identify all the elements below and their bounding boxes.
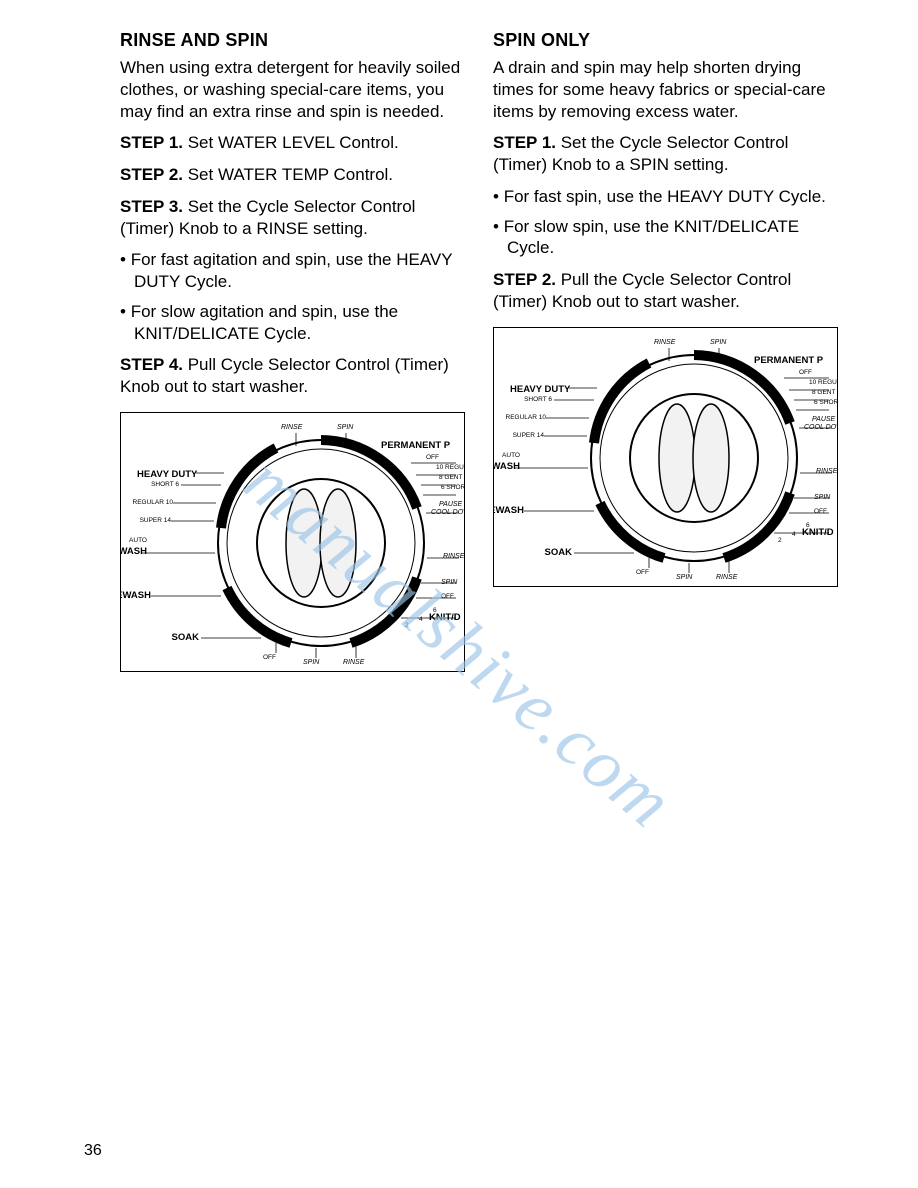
r-step2-label: STEP 2. bbox=[493, 270, 556, 289]
dial-heavy-duty: HEAVY DUTY bbox=[137, 470, 197, 480]
dial2-regular10: REGULAR 10 bbox=[502, 415, 546, 422]
dial2-n2: 2 bbox=[778, 538, 782, 545]
left-step4: STEP 4. Pull Cycle Selector Control (Tim… bbox=[120, 354, 465, 398]
dial-spin-r: SPIN bbox=[441, 579, 457, 586]
dial2-prewash: PREWASH bbox=[493, 462, 520, 472]
dial2-spin-top: SPIN bbox=[710, 339, 726, 346]
dial-off-tr: OFF bbox=[426, 455, 439, 462]
left-bullet-1: For fast agitation and spin, use the HEA… bbox=[120, 249, 465, 293]
right-dial-diagram: HEAVY DUTY SHORT 6 REGULAR 10 SUPER 14 A… bbox=[493, 327, 838, 587]
dial2-short6: SHORT 6 bbox=[516, 397, 552, 404]
dial2-rinse-b: RINSE bbox=[716, 574, 737, 581]
dial-short6: SHORT 6 bbox=[143, 482, 179, 489]
dial-soak: SOAK bbox=[165, 633, 199, 643]
dial2-n4: 4 bbox=[792, 532, 796, 539]
left-intro: When using extra detergent for heavily s… bbox=[120, 57, 465, 122]
r-step1-label: STEP 1. bbox=[493, 133, 556, 152]
dial2-10reg: 10 REGU bbox=[809, 380, 837, 387]
right-step2: STEP 2. Pull the Cycle Selector Control … bbox=[493, 269, 838, 313]
dial2-super14: SUPER 14 bbox=[508, 433, 544, 440]
dial2-prewash2: PREWASH bbox=[493, 506, 524, 516]
dial2-cooldown: COOL DOWN bbox=[804, 424, 838, 431]
left-step3: STEP 3. Set the Cycle Selector Control (… bbox=[120, 196, 465, 240]
step4-label: STEP 4. bbox=[120, 355, 183, 374]
dial-rinse-top: RINSE bbox=[281, 424, 302, 431]
right-heading: SPIN ONLY bbox=[493, 30, 838, 51]
step1-text: Set WATER LEVEL Control. bbox=[183, 133, 399, 152]
right-bullet-2: For slow spin, use the KNIT/DELICATE Cyc… bbox=[493, 216, 838, 260]
dial2-rinse-top: RINSE bbox=[654, 339, 675, 346]
dial-n4: 4 bbox=[419, 617, 423, 624]
dial-prewash: PREWASH bbox=[120, 547, 147, 557]
dial2-6shor: 6 SHOR bbox=[814, 400, 838, 407]
dial-6shor: 6 SHOR bbox=[441, 485, 465, 492]
right-column: SPIN ONLY A drain and spin may help shor… bbox=[493, 30, 838, 672]
dial-off-b: OFF bbox=[263, 655, 276, 662]
dial2-off-b: OFF bbox=[636, 570, 649, 577]
dial-pause: PAUSE bbox=[439, 501, 462, 508]
dial-spin-top: SPIN bbox=[337, 424, 353, 431]
right-intro: A drain and spin may help shorten drying… bbox=[493, 57, 838, 122]
dial-n2: 2 bbox=[405, 623, 409, 630]
dial2-off-r: OFF bbox=[814, 509, 827, 516]
left-dial-diagram: HEAVY DUTY SHORT 6 REGULAR 10 SUPER 14 A… bbox=[120, 412, 465, 672]
right-bullet-1: For fast spin, use the HEAVY DUTY Cycle. bbox=[493, 186, 838, 208]
dial-off-r: OFF bbox=[441, 594, 454, 601]
dial-cooldown: COOL DOWN bbox=[431, 509, 465, 516]
dial-rinse-b: RINSE bbox=[343, 659, 364, 666]
page-number: 36 bbox=[84, 1142, 102, 1160]
left-bullets: For fast agitation and spin, use the HEA… bbox=[120, 249, 465, 344]
dial-permanent: PERMANENT P bbox=[381, 441, 450, 451]
step2-label: STEP 2. bbox=[120, 165, 183, 184]
right-bullets: For fast spin, use the HEAVY DUTY Cycle.… bbox=[493, 186, 838, 259]
step3-label: STEP 3. bbox=[120, 197, 183, 216]
dial-regular10: REGULAR 10 bbox=[129, 500, 173, 507]
dial2-knit: KNIT/D bbox=[802, 528, 834, 538]
dial-knit: KNIT/D bbox=[429, 613, 461, 623]
step2-text: Set WATER TEMP Control. bbox=[183, 165, 393, 184]
left-step2: STEP 2. Set WATER TEMP Control. bbox=[120, 164, 465, 186]
left-column: RINSE AND SPIN When using extra detergen… bbox=[120, 30, 465, 672]
left-heading: RINSE AND SPIN bbox=[120, 30, 465, 51]
dial2-rinse-r: RINSE bbox=[816, 468, 837, 475]
dial-8gent: 8 GENT bbox=[439, 475, 462, 482]
dial-10reg: 10 REGU bbox=[436, 465, 464, 472]
dial-auto: AUTO bbox=[120, 538, 147, 545]
dial2-spin-r: SPIN bbox=[814, 494, 830, 501]
left-bullet-2: For slow agitation and spin, use the KNI… bbox=[120, 301, 465, 345]
dial2-heavy-duty: HEAVY DUTY bbox=[510, 385, 570, 395]
left-step1: STEP 1. Set WATER LEVEL Control. bbox=[120, 132, 465, 154]
step1-label: STEP 1. bbox=[120, 133, 183, 152]
dial-rinse-r: RINSE bbox=[443, 553, 464, 560]
dial2-permanent: PERMANENT P bbox=[754, 356, 823, 366]
dial2-auto: AUTO bbox=[493, 453, 520, 460]
dial-super14: SUPER 14 bbox=[135, 518, 171, 525]
dial2-soak: SOAK bbox=[538, 548, 572, 558]
right-step1: STEP 1. Set the Cycle Selector Control (… bbox=[493, 132, 838, 176]
dial2-spin-b: SPIN bbox=[676, 574, 692, 581]
dial2-8gent: 8 GENT bbox=[812, 390, 835, 397]
dial2-pause: PAUSE bbox=[812, 416, 835, 423]
dial-prewash2: PREWASH bbox=[120, 591, 151, 601]
dial2-off-tr: OFF bbox=[799, 370, 812, 377]
dial-spin-b: SPIN bbox=[303, 659, 319, 666]
